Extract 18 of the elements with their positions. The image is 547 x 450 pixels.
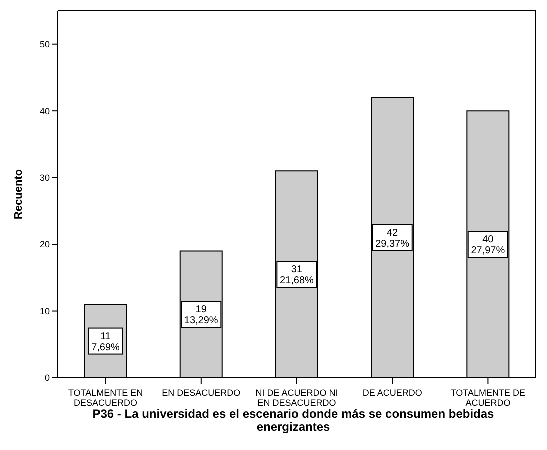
data-label: 11 7,69% <box>92 331 120 354</box>
y-tick-label: 50 <box>40 40 50 50</box>
x-tick-label: TOTALMENTE EN DESACUERDO <box>68 388 144 408</box>
x-tick-label: NI DE ACUERDO NI EN DESACUERDO <box>256 388 338 408</box>
y-tick-label: 40 <box>40 106 50 116</box>
y-tick-label: 0 <box>44 373 50 384</box>
y-tick-label: 10 <box>40 306 50 316</box>
data-label: 19 13,29% <box>184 304 218 327</box>
x-tick-label: DE ACUERDO <box>362 388 422 398</box>
data-label: 40 27,97% <box>471 234 506 257</box>
y-tick-label: 30 <box>40 173 50 184</box>
y-tick-label: 20 <box>40 240 50 250</box>
y-axis-title: Recuento <box>12 169 25 220</box>
x-axis-title: P36 - La universidad es el escenario donde más se consumen bebidas energizantes <box>92 407 496 434</box>
data-label: 31 21,68% <box>280 264 314 287</box>
data-label: 42 29,37% <box>376 228 410 250</box>
x-tick-label: EN DESACUERDO <box>162 388 241 398</box>
x-tick-label: TOTALMENTE DE ACUERDO <box>450 388 526 408</box>
